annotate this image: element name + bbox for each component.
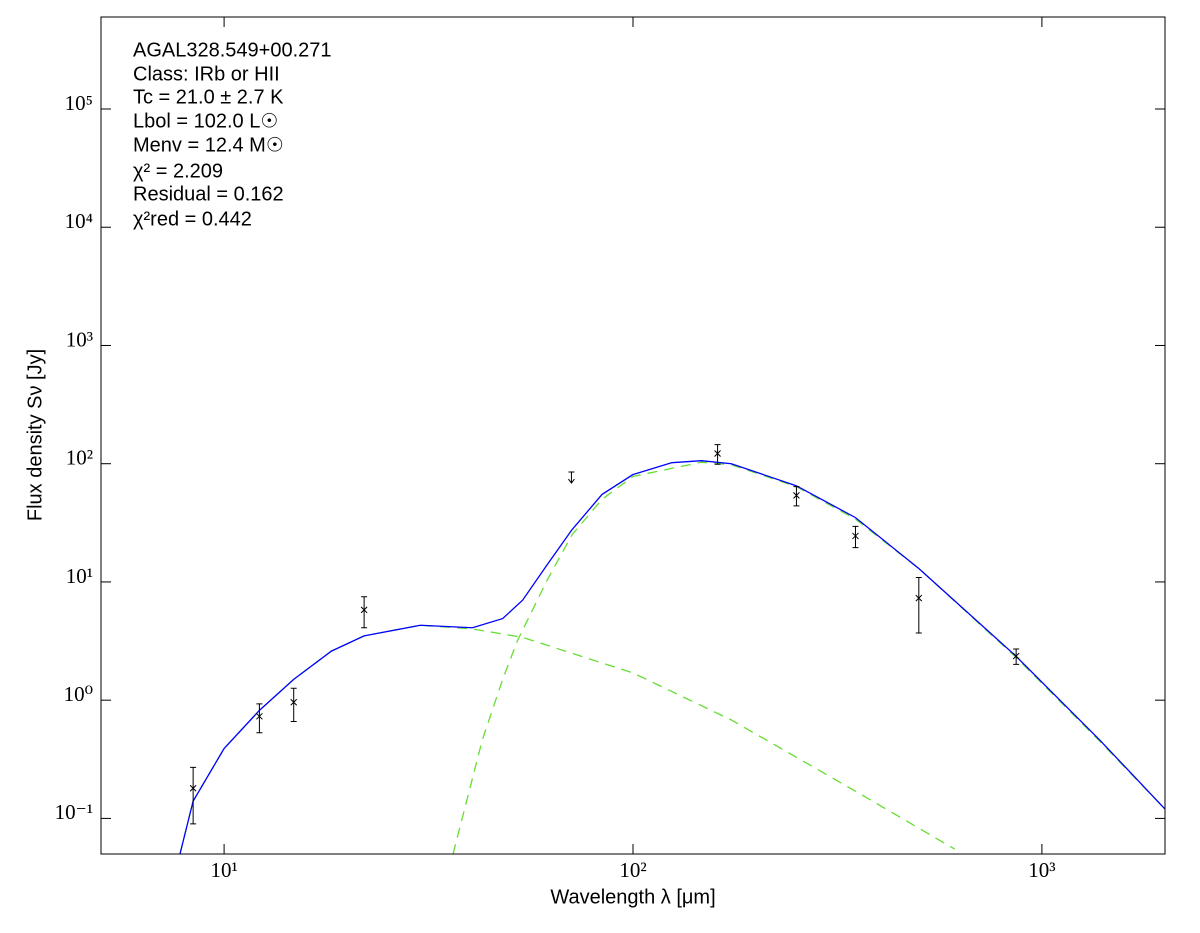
x-tick-label: 10³ [1028,858,1055,882]
data-point [290,698,298,706]
error-bar [290,687,297,723]
y-tick-label: 10¹ [66,564,93,588]
error-bar [714,444,721,465]
annotation: χ² = 2.209 [133,160,223,182]
model-curve [179,460,1165,854]
error-bar [361,596,368,629]
error-bar [793,486,800,507]
annotation: Class: IRb or HII [133,63,280,85]
upper-limit [568,471,575,484]
x-tick-label: 10² [619,858,646,882]
data-point [256,712,263,720]
annotation: Menv = 12.4 M☉ [133,134,284,156]
component-curve [452,461,1165,854]
x-tick-label: 10¹ [210,858,237,882]
y-axis-label: Flux density Sν [Jy] [24,349,46,521]
error-bar [915,577,922,634]
annotation: Tc = 21.0 ± 2.7 K [133,86,284,108]
plot-area [179,460,1165,854]
annotation: AGAL328.549+00.271 [133,39,332,61]
y-tick-label: 10⁵ [65,91,93,115]
y-tick-label: 10⁰ [64,682,93,706]
data-point [915,594,923,602]
data-point [360,606,368,614]
error-bar [190,766,197,825]
y-tick-label: 10³ [66,327,93,351]
error-bar [852,525,859,549]
data-point [1012,652,1020,660]
error-bar [256,703,263,734]
y-tick-label: 10² [66,446,93,470]
x-axis-label: Wavelength λ [μm] [550,886,715,908]
annotation: Lbol = 102.0 L☉ [133,110,278,132]
data-point [714,450,721,457]
data-point [793,491,800,499]
data-point [852,532,859,540]
annotation: Residual = 0.162 [133,183,284,205]
y-tick-label: 10⁻¹ [55,800,93,824]
annotation: χ²red = 0.442 [133,208,252,230]
y-tick-label: 10⁴ [65,209,93,233]
data-point [189,784,197,792]
